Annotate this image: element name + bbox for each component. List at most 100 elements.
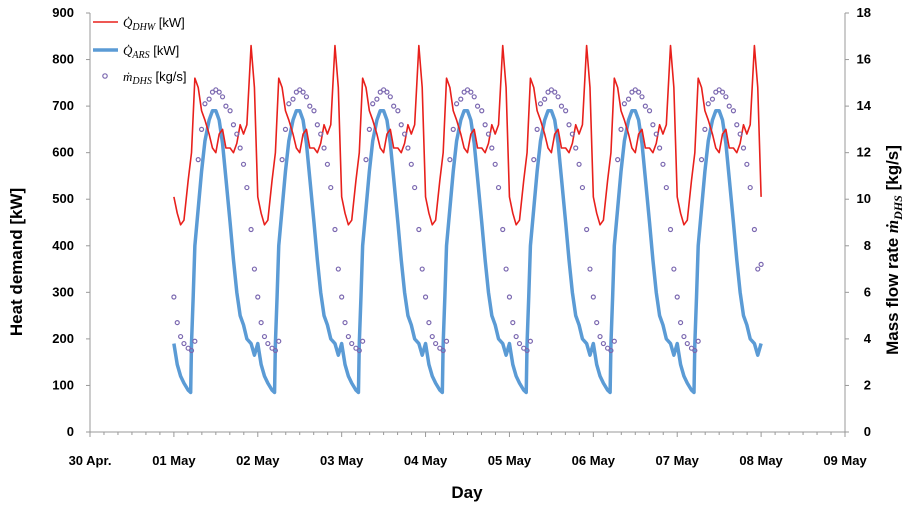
series-point-m-dhs xyxy=(276,338,282,344)
series-point-m-dhs xyxy=(174,319,180,326)
legend: Q̇DHW [kW] Q̇ARS [kW] ṁDHS [kg/s] xyxy=(93,15,187,87)
series-point-m-dhs xyxy=(758,261,764,267)
series-point-m-dhs xyxy=(437,345,443,351)
x-tick-label: 30 Apr. xyxy=(69,453,112,468)
series-point-m-dhs xyxy=(744,161,750,167)
series-point-m-dhs xyxy=(188,347,195,354)
series-point-m-dhs xyxy=(440,347,446,354)
series-point-m-dhs xyxy=(709,96,716,102)
series-point-m-dhs xyxy=(737,131,743,137)
legend-subscript: ARS xyxy=(131,50,149,61)
series-point-m-dhs xyxy=(395,108,401,114)
series-point-m-dhs xyxy=(209,89,216,95)
x-tick-label: 07 May xyxy=(656,453,700,468)
series-point-m-dhs xyxy=(632,87,638,93)
series-point-m-dhs xyxy=(726,103,732,109)
series-point-m-dhs xyxy=(608,347,614,354)
series-point-m-dhs xyxy=(219,94,226,100)
series-point-m-dhs xyxy=(332,226,338,233)
series-point-m-dhs xyxy=(314,122,320,128)
series-point-m-dhs xyxy=(282,126,289,132)
series-point-m-dhs xyxy=(230,122,237,128)
left-tick-label: 900 xyxy=(52,5,74,20)
series-point-m-dhs xyxy=(684,340,690,347)
series-point-m-dhs xyxy=(227,108,233,114)
series-point-m-dhs xyxy=(485,131,492,137)
series-point-m-dhs xyxy=(566,122,572,128)
series-point-m-dhs xyxy=(461,89,467,95)
legend-label-1: Q̇ARS [kW] xyxy=(123,43,179,61)
series-point-m-dhs xyxy=(492,161,498,167)
series-point-m-dhs xyxy=(558,103,565,109)
legend-label-2: ṁDHS [kg/s] xyxy=(123,69,187,87)
legend-label-0: Q̇DHW [kW] xyxy=(123,15,185,33)
right-tick-label: 12 xyxy=(857,145,871,160)
series-point-m-dhs xyxy=(734,122,740,128)
x-axis-title: Day xyxy=(451,483,483,502)
series-point-m-dhs xyxy=(398,122,404,128)
series-point-m-dhs xyxy=(702,126,708,132)
series-point-m-dhs xyxy=(534,126,540,132)
series-point-m-dhs xyxy=(293,89,299,95)
series-point-m-dhs xyxy=(621,101,627,107)
legend-symbol: ṁ xyxy=(123,69,132,84)
series-point-m-dhs xyxy=(251,266,258,272)
right-tick-label: 16 xyxy=(857,52,871,67)
x-tick-label: 02 May xyxy=(236,453,280,468)
series-point-m-dhs xyxy=(663,184,669,191)
series-point-m-dhs xyxy=(391,103,397,109)
series-point-m-dhs xyxy=(181,340,187,347)
series-point-m-dhs xyxy=(429,333,435,340)
x-tick-label: 09 May xyxy=(823,453,867,468)
series-point-m-dhs xyxy=(185,345,191,351)
right-axis-title-sub: DHS xyxy=(891,195,905,221)
series-point-m-dhs xyxy=(604,345,611,351)
left-tick-label: 400 xyxy=(52,238,74,253)
series-point-m-dhs xyxy=(384,89,390,95)
right-tick-label: 4 xyxy=(864,331,872,346)
series-point-m-dhs xyxy=(692,347,698,354)
series-point-m-dhs xyxy=(667,226,674,233)
series-point-m-dhs xyxy=(269,345,275,351)
series-point-m-dhs xyxy=(597,333,603,340)
series-point-m-dhs xyxy=(223,103,229,109)
series-point-m-dhs xyxy=(324,161,331,167)
series-point-m-dhs xyxy=(279,157,285,163)
series-point-m-dhs xyxy=(594,319,600,326)
left-tick-label: 0 xyxy=(67,424,74,439)
series-point-m-dhs xyxy=(216,89,222,95)
series-point-m-dhs xyxy=(360,338,366,344)
series-point-m-dhs xyxy=(730,108,737,114)
series-point-m-dhs xyxy=(272,347,278,354)
series-point-m-dhs xyxy=(584,226,590,233)
series-point-m-dhs xyxy=(213,87,219,93)
series-point-m-dhs xyxy=(178,333,184,340)
series-point-m-dhs xyxy=(482,122,488,128)
series-point-m-dhs xyxy=(755,266,761,272)
series-point-m-dhs xyxy=(195,157,201,163)
series-point-m-dhs xyxy=(381,87,387,93)
series-point-m-dhs xyxy=(569,131,575,137)
left-axis-title: Heat demand [kW] xyxy=(7,188,26,336)
legend-unit: [kW] xyxy=(155,15,185,30)
series-point-m-dhs xyxy=(468,89,474,95)
series-point-m-dhs xyxy=(740,145,747,151)
series-point-m-dhs xyxy=(202,101,208,107)
series-point-m-dhs xyxy=(261,333,268,340)
series-point-m-dhs xyxy=(657,145,663,151)
series-point-m-dhs xyxy=(688,345,695,351)
series-point-m-dhs xyxy=(625,96,632,102)
series-point-m-dhs xyxy=(489,145,495,151)
x-tick-label: 08 May xyxy=(739,453,783,468)
series-point-m-dhs xyxy=(646,108,653,114)
series-point-m-dhs xyxy=(719,89,726,95)
series-point-m-dhs xyxy=(447,157,453,163)
series-point-m-dhs xyxy=(198,126,205,132)
series-point-m-dhs xyxy=(573,145,579,151)
series-point-m-dhs xyxy=(629,89,635,95)
legend-subscript: DHW xyxy=(131,22,156,33)
right-axis-title-symbol: ṁ xyxy=(883,220,902,233)
right-tick-label: 2 xyxy=(864,377,871,392)
series-point-m-dhs xyxy=(600,340,607,347)
series-point-m-dhs xyxy=(660,161,666,167)
